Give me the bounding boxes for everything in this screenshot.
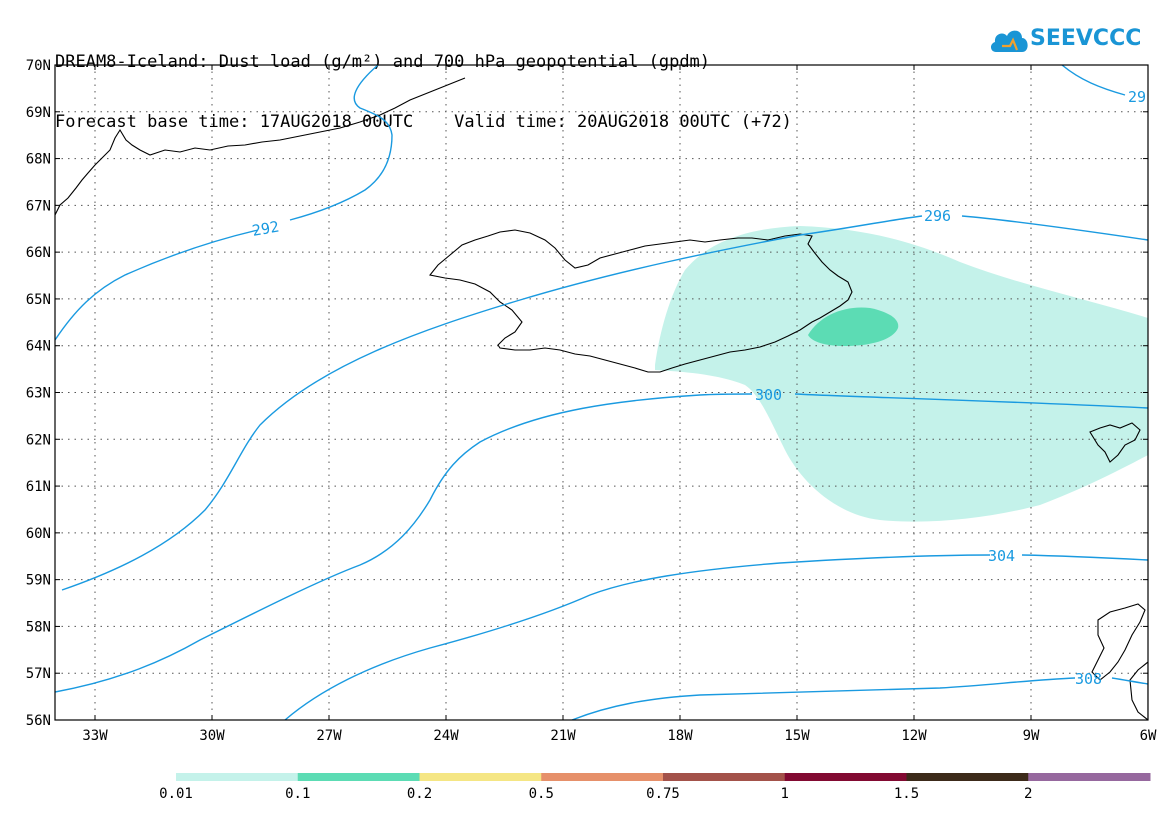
contour-label-29: 29 (1128, 88, 1146, 106)
coastline-scotland-mainland (1129, 661, 1148, 720)
coastline-greenland (55, 77, 466, 216)
lon-label: 24W (433, 728, 459, 744)
colorbar-label: 1 (781, 786, 789, 802)
title-line-1: DREAM8-Iceland: Dust load (g/m²) and 700… (55, 52, 711, 72)
contour-label-292: 292 (251, 218, 281, 240)
lon-label: 6W (1140, 728, 1157, 744)
coastline-scotland (1091, 603, 1146, 681)
lon-label: 33W (82, 728, 108, 744)
contour-29-top (1061, 65, 1126, 96)
lat-label: 60N (26, 526, 51, 542)
contour-labels: 292 296 300 304 308 29 (251, 88, 1146, 688)
colorbar-swatch (663, 773, 786, 781)
colorbar-swatch (541, 773, 664, 781)
lat-label: 58N (26, 619, 51, 635)
lon-label: 30W (199, 728, 225, 744)
contour-label-308: 308 (1075, 670, 1102, 688)
lat-label: 63N (26, 386, 51, 402)
lat-label: 70N (26, 58, 51, 74)
lon-label: 12W (901, 728, 927, 744)
colorbar-label: 0.2 (407, 786, 432, 802)
dust-area-low (655, 226, 1148, 522)
lon-label: 18W (667, 728, 693, 744)
coastlines (55, 77, 1148, 720)
lat-label: 57N (26, 666, 51, 682)
colorbar-swatch (784, 773, 907, 781)
lat-label: 66N (26, 245, 51, 261)
lat-label: 69N (26, 105, 51, 121)
contour-292 (55, 65, 393, 341)
lon-label: 27W (316, 728, 342, 744)
geopotential-contours (55, 65, 1148, 720)
graticule (55, 65, 1148, 720)
lat-label: 67N (26, 198, 51, 214)
colorbar-label: 0.5 (529, 786, 554, 802)
contour-label-300: 300 (755, 386, 782, 404)
lon-label: 9W (1023, 728, 1040, 744)
contour-label-296: 296 (924, 207, 951, 225)
colorbar-swatch (906, 773, 1029, 781)
colorbar-label: 0.1 (285, 786, 310, 802)
dust-area-medium (808, 307, 899, 346)
lon-label: 21W (550, 728, 576, 744)
contour-label-304: 304 (988, 547, 1015, 565)
title-line-2: Forecast base time: 17AUG2018 00UTC Vali… (55, 112, 792, 132)
latitude-labels: 70N 69N 68N 67N 66N 65N 64N 63N 62N 61N 60N 59N 58N 5… (26, 58, 51, 729)
lat-label: 61N (26, 479, 51, 495)
map-title: DREAM8-Iceland: Dust load (g/m²) and 700… (55, 12, 792, 152)
seevccc-logo: SEEVCCC (988, 22, 1166, 62)
logo-text: SEEVCCC (1030, 26, 1142, 51)
colorbar-swatch (1028, 773, 1151, 781)
dust-load-field (655, 226, 1148, 522)
contour-300 (55, 393, 1148, 693)
coastline-faroe (1089, 422, 1141, 463)
colorbar-label: 0.75 (646, 786, 680, 802)
colorbar-label: 1.5 (894, 786, 919, 802)
longitude-labels: 33W 30W 27W 24W 21W 18W 15W 12W 9W 6W (82, 728, 1157, 744)
colorbar-swatch (176, 773, 299, 781)
axis-ticks (55, 64, 1149, 721)
colorbar: 0.01 0.1 0.2 0.5 0.75 1 1.5 2 (159, 773, 1151, 802)
contour-308 (571, 677, 1148, 720)
lat-label: 64N (26, 339, 51, 355)
lat-label: 62N (26, 432, 51, 448)
lat-label: 65N (26, 292, 51, 308)
contour-304 (284, 554, 1148, 720)
lat-label: 56N (26, 713, 51, 729)
lon-label: 15W (784, 728, 810, 744)
colorbar-swatch (419, 773, 542, 781)
contour-296 (61, 215, 1148, 591)
colorbar-swatch (297, 773, 420, 781)
lat-label: 59N (26, 573, 51, 589)
lat-label: 68N (26, 152, 51, 168)
coastline-iceland (429, 229, 853, 373)
dust-area-low-west (680, 300, 725, 336)
colorbar-label: 0.01 (159, 786, 193, 802)
colorbar-label: 2 (1024, 786, 1032, 802)
cloud-icon (990, 30, 1028, 52)
